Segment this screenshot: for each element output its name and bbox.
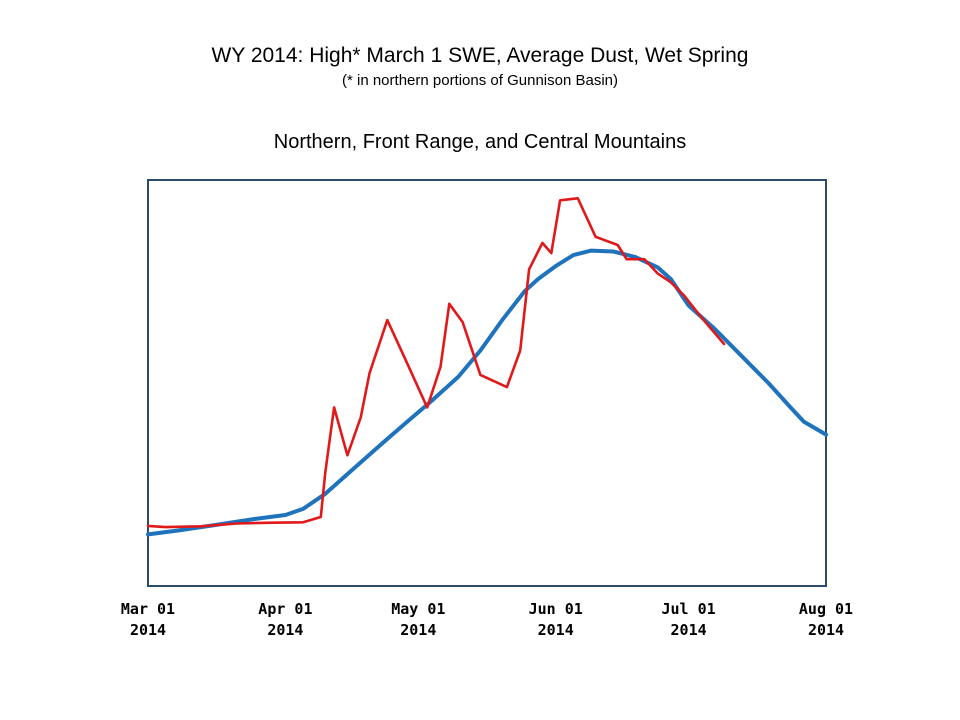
x-tick-label-3-date: May 01 xyxy=(391,600,445,618)
series-layer xyxy=(146,197,828,537)
x-tick-label-1-date: Mar 01 xyxy=(121,600,175,618)
x-axis-ticks: Mar 01 2014 Apr 01 2014 May 01 2014 Jun 01 2014… xyxy=(121,600,853,639)
x-tick-label-2-date: Apr 01 xyxy=(258,600,312,618)
x-tick-label-5-year: 2014 xyxy=(671,621,707,639)
page-subtitle: (* in northern portions of Gunnison Basi… xyxy=(342,72,618,89)
series-line-1 xyxy=(146,248,828,537)
x-tick-label-4-date: Jun 01 xyxy=(529,600,583,618)
x-tick-label-1-year: 2014 xyxy=(130,621,166,639)
x-tick-label-3-year: 2014 xyxy=(400,621,436,639)
x-tick-label-4-year: 2014 xyxy=(538,621,574,639)
x-tick-label-2-year: 2014 xyxy=(267,621,303,639)
chart-title: Northern, Front Range, and Central Mount… xyxy=(273,131,687,153)
page-title: WY 2014: High* March 1 SWE, Average Dust… xyxy=(211,44,749,67)
x-tick-label-6-year: 2014 xyxy=(808,621,844,639)
plot-area-frame xyxy=(147,179,827,587)
x-tick-label-6-date: Aug 01 xyxy=(799,600,853,618)
x-tick-label-5-date: Jul 01 xyxy=(662,600,716,618)
series-line-2 xyxy=(146,197,726,529)
